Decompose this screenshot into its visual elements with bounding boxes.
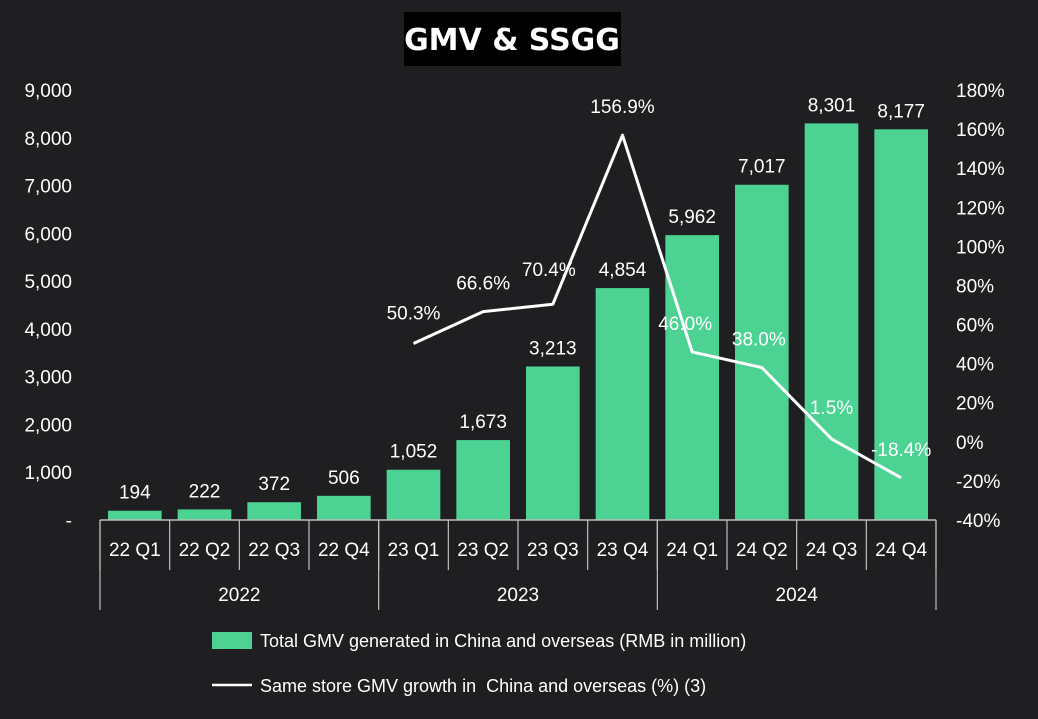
gmv-bar-value-label: 194 xyxy=(119,483,151,504)
left-tick-label: 7,000 xyxy=(24,177,72,198)
year-group-label: 2023 xyxy=(497,585,539,606)
gmv-bar xyxy=(386,469,441,520)
ssgg-value-label: 46.0% xyxy=(658,314,712,335)
gmv-bar-value-label: 8,177 xyxy=(877,101,925,122)
gmv-bar xyxy=(108,510,162,520)
legend-bar-swatch xyxy=(212,632,252,649)
right-tick-label: 120% xyxy=(956,198,1005,219)
category-tick-label: 24 Q2 xyxy=(736,540,788,561)
right-tick-label: 140% xyxy=(956,159,1005,180)
category-tick-label: 24 Q1 xyxy=(666,540,718,561)
right-tick-label: 40% xyxy=(956,355,994,376)
ssgg-line-series xyxy=(412,133,902,480)
left-tick-label: 5,000 xyxy=(24,272,72,293)
x-axis: 22 Q1 22 Q2 22 Q3 22 Q4 23 Q1 23 Q2 23 Q3 23 Q4… xyxy=(99,519,937,610)
left-tick-label: 2,000 xyxy=(24,415,72,436)
right-tick-label: 100% xyxy=(956,237,1005,258)
ssgg-value-label: 1.5% xyxy=(810,398,853,419)
gmv-bar-labels: 194 222 372 506 1,052 1,673 3,213 4,854 5,962 7,0… xyxy=(119,95,925,503)
year-group-label: 2024 xyxy=(776,585,819,606)
right-tick-label: 160% xyxy=(956,120,1005,141)
right-tick-label: 60% xyxy=(956,316,994,337)
category-tick-label: 23 Q3 xyxy=(527,540,579,561)
gmv-bar xyxy=(526,366,580,520)
left-tick-label: 6,000 xyxy=(24,224,72,245)
ssgg-line-labels: 50.3% 66.6% 70.4% 156.9% 46.0% 38.0% 1.5% -18.4… xyxy=(387,97,932,461)
gmv-bar-value-label: 8,301 xyxy=(808,95,856,116)
right-y-axis: -40% -20% 0% 20% 40% 60% 80% 100% 120% 140% 160% 18… xyxy=(956,81,1005,532)
ssgg-value-label: 70.4% xyxy=(522,260,576,281)
right-tick-label: 180% xyxy=(956,81,1005,102)
gmv-bar-value-label: 506 xyxy=(328,468,360,489)
category-tick-label: 22 Q4 xyxy=(318,540,370,561)
category-tick-label: 22 Q3 xyxy=(248,540,300,561)
left-tick-label: 9,000 xyxy=(24,81,72,102)
left-tick-label: 3,000 xyxy=(24,368,72,389)
gmv-bar xyxy=(874,129,928,520)
gmv-bar xyxy=(665,235,719,520)
gmv-bar xyxy=(456,440,510,520)
right-tick-label: 20% xyxy=(956,394,994,415)
year-group-label: 2022 xyxy=(218,585,260,606)
chart-title: GMV & SSGG xyxy=(404,12,621,66)
gmv-bar-value-label: 372 xyxy=(258,474,290,495)
category-tick-label: 24 Q3 xyxy=(806,540,858,561)
gmv-bar-value-label: 1,052 xyxy=(390,442,438,463)
right-tick-label: 0% xyxy=(956,433,984,454)
gmv-bar-value-label: 4,854 xyxy=(599,260,647,281)
gmv-bar-value-label: 7,017 xyxy=(738,157,786,178)
right-tick-label: -20% xyxy=(956,472,1000,493)
left-tick-label: 4,000 xyxy=(24,320,72,341)
legend: Total GMV generated in China and oversea… xyxy=(212,631,746,696)
ssgg-line xyxy=(412,133,902,480)
gmv-bar-value-label: 222 xyxy=(189,481,221,502)
left-tick-label: - xyxy=(66,511,72,532)
category-tick-label: 23 Q1 xyxy=(388,540,440,561)
gmv-bar xyxy=(735,184,789,520)
gmv-bar xyxy=(177,509,232,520)
gmv-bar xyxy=(317,495,371,520)
gmv-bar-value-label: 5,962 xyxy=(668,207,716,228)
category-tick-label: 23 Q4 xyxy=(597,540,649,561)
right-tick-label: 80% xyxy=(956,276,994,297)
left-y-axis: - 1,000 2,000 3,000 4,000 5,000 6,000 7,000 8,00… xyxy=(24,81,72,532)
category-tick-label: 24 Q4 xyxy=(875,540,927,561)
category-tick-label: 23 Q2 xyxy=(457,540,509,561)
ssgg-value-label: 66.6% xyxy=(456,274,510,295)
gmv-bar-value-label: 1,673 xyxy=(459,412,507,433)
gmv-bar-value-label: 3,213 xyxy=(529,338,577,359)
right-tick-label: -40% xyxy=(956,511,1000,532)
category-tick-label: 22 Q1 xyxy=(109,540,161,561)
legend-bar-label: Total GMV generated in China and oversea… xyxy=(260,631,746,651)
gmv-bar xyxy=(804,123,859,520)
left-tick-label: 8,000 xyxy=(24,129,72,150)
ssgg-value-label: 50.3% xyxy=(387,304,441,325)
category-tick-label: 22 Q2 xyxy=(179,540,231,561)
ssgg-value-label: -18.4% xyxy=(871,440,931,461)
gmv-bar xyxy=(595,288,650,520)
ssgg-value-label: 38.0% xyxy=(732,330,786,351)
left-tick-label: 1,000 xyxy=(24,463,72,484)
gmv-bars xyxy=(108,123,928,520)
ssgg-value-label: 156.9% xyxy=(590,97,655,118)
chart-title-text: GMV & SSGG xyxy=(404,23,620,58)
legend-line-label: Same store GMV growth in China and overs… xyxy=(260,676,706,696)
gmv-bar xyxy=(247,502,301,520)
